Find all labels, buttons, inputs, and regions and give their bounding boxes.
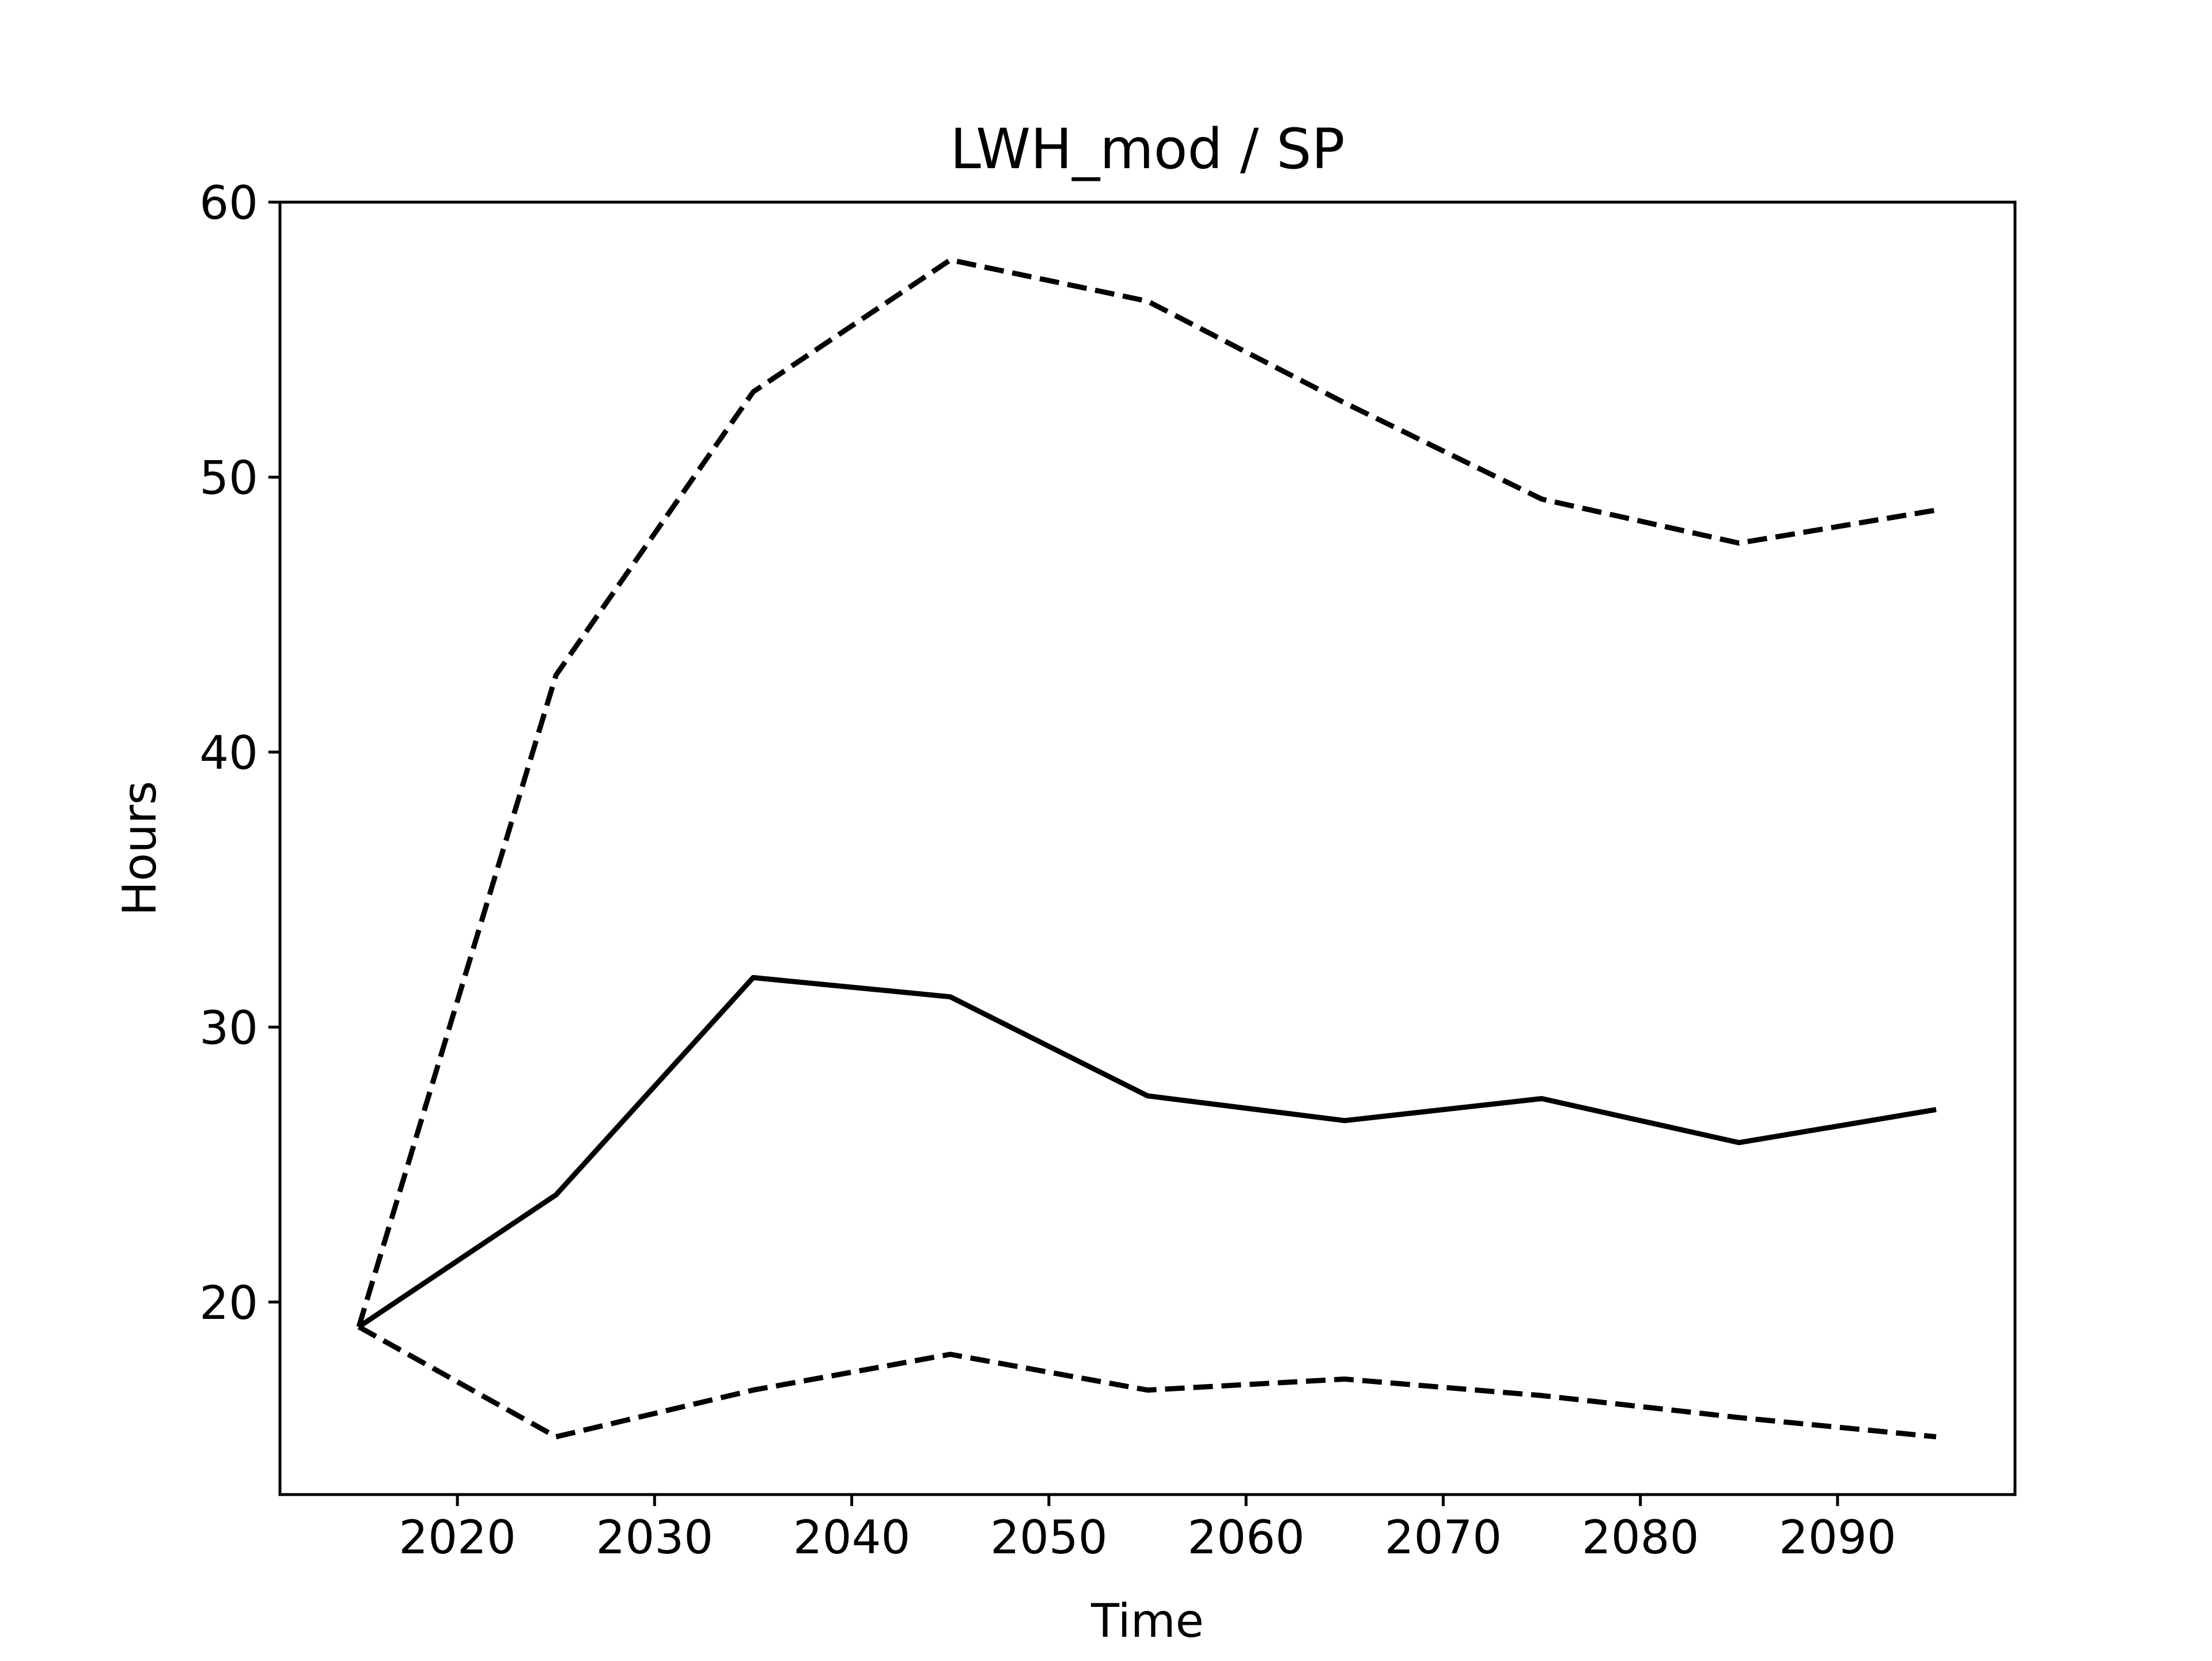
x-tick-label: 2050 bbox=[990, 1511, 1108, 1564]
series-line-3-dashed bbox=[357, 1324, 1937, 1440]
y-axis: 20 30 40 50 60 bbox=[199, 176, 280, 1330]
x-tick-label: 2070 bbox=[1385, 1511, 1502, 1564]
x-tick-label: 2080 bbox=[1582, 1511, 1699, 1564]
series-layer bbox=[356, 257, 1937, 1440]
plot-frame bbox=[278, 200, 2017, 1496]
x-axis: 2020 2030 2040 2050 2060 2070 2080 2090 bbox=[399, 1495, 1896, 1564]
chart-title: LWH_mod / SP bbox=[950, 117, 1344, 181]
y-axis-label: Hours bbox=[113, 781, 166, 916]
x-tick-label: 2020 bbox=[399, 1511, 516, 1564]
x-tick-label: 2060 bbox=[1187, 1511, 1305, 1564]
y-tick-label: 40 bbox=[199, 726, 258, 780]
y-tick-label: 20 bbox=[199, 1276, 258, 1330]
y-tick-label: 50 bbox=[199, 451, 258, 505]
x-axis-label: Time bbox=[1090, 1594, 1204, 1648]
series-line-1-dashed bbox=[356, 257, 1937, 1328]
series-line-2-solid bbox=[357, 974, 1937, 1329]
y-tick-label: 30 bbox=[199, 1001, 258, 1055]
x-tick-label: 2040 bbox=[793, 1511, 911, 1564]
x-tick-label: 2030 bbox=[596, 1511, 714, 1564]
y-tick-label: 60 bbox=[199, 176, 258, 230]
x-tick-label: 2090 bbox=[1779, 1511, 1896, 1564]
